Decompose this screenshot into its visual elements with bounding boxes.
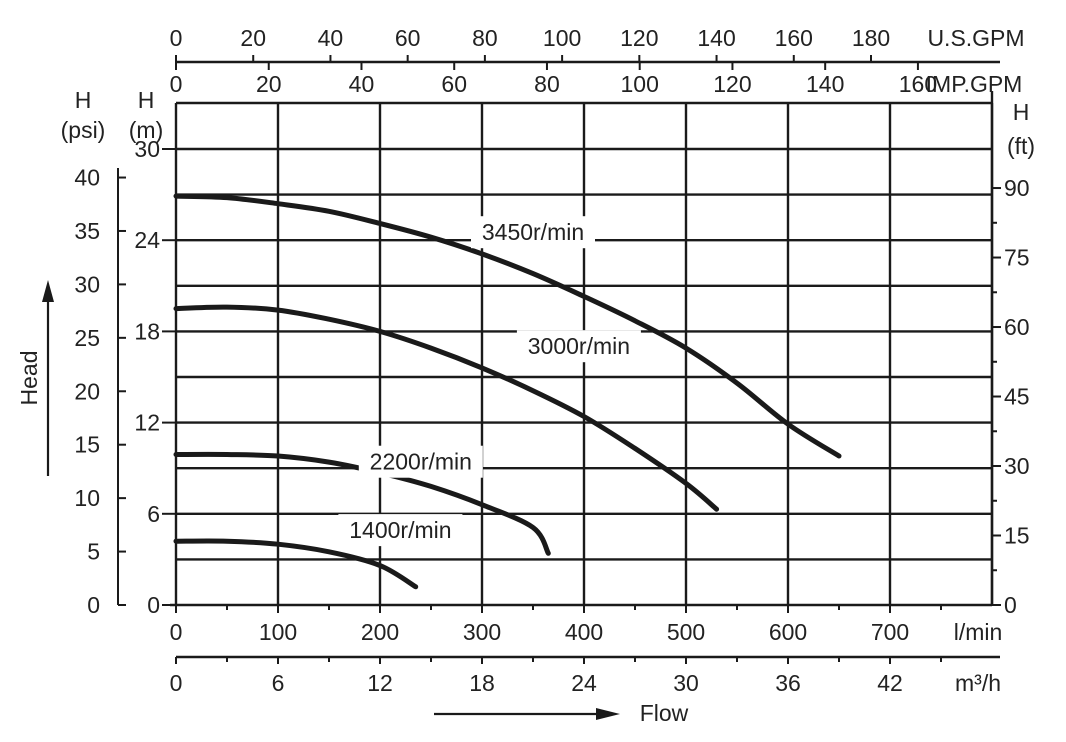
y-tick-label-psi: 0 bbox=[87, 592, 100, 618]
x-tick-label-impgpm: 100 bbox=[621, 71, 659, 97]
y-tick-label-ft: 75 bbox=[1004, 245, 1030, 271]
x-tick-label-m3h: 6 bbox=[272, 670, 285, 696]
y-tick-label-psi: 40 bbox=[74, 165, 100, 191]
curve-label-background bbox=[358, 445, 483, 478]
y-tick-label-ft: 30 bbox=[1004, 453, 1030, 479]
series-line bbox=[173, 538, 419, 590]
x-tick-label-impgpm: 0 bbox=[170, 71, 183, 97]
y-tick-label-m: 30 bbox=[134, 136, 160, 162]
y-tick-label-ft: 45 bbox=[1004, 384, 1030, 410]
x-tick-label-impgpm: 80 bbox=[534, 71, 560, 97]
x-tick-label-lmin: 0 bbox=[170, 619, 183, 645]
y-axis-label-psi: H bbox=[75, 87, 92, 113]
x-tick-label-impgpm: 60 bbox=[441, 71, 467, 97]
x-tick-label-usgpm: 40 bbox=[318, 25, 344, 51]
y-tick-label-psi: 15 bbox=[74, 432, 100, 458]
y-tick-label-ft: 0 bbox=[1004, 592, 1017, 618]
y-tick-label-m: 0 bbox=[147, 592, 160, 618]
y-axis-label-m: H bbox=[138, 87, 155, 113]
series-line bbox=[173, 304, 720, 512]
y-tick-label-ft: 60 bbox=[1004, 314, 1030, 340]
flow-label: Flow bbox=[640, 700, 689, 726]
x-tick-label-lmin: 400 bbox=[565, 619, 603, 645]
y-tick-label-ft: 15 bbox=[1004, 523, 1030, 549]
x-tick-label-lmin: 100 bbox=[259, 619, 297, 645]
x-tick-label-m3h: 18 bbox=[469, 670, 495, 696]
series-line bbox=[173, 193, 842, 459]
head-label: Head bbox=[16, 351, 42, 406]
curve-label-background bbox=[471, 216, 595, 249]
curve-label: 2200r/min bbox=[370, 449, 472, 475]
curve-label-background bbox=[338, 514, 463, 547]
x-axis-unit-lmin: l/min bbox=[954, 619, 1003, 645]
x-tick-label-lmin: 500 bbox=[667, 619, 705, 645]
y-tick-label-psi: 20 bbox=[74, 378, 100, 404]
y-tick-label-m: 24 bbox=[134, 227, 160, 253]
y-tick-label-psi: 25 bbox=[74, 325, 100, 351]
x-tick-label-m3h: 0 bbox=[170, 670, 183, 696]
flow-arrow-icon bbox=[596, 708, 620, 720]
y-tick-label-m: 18 bbox=[134, 318, 160, 344]
y-tick-label-psi: 30 bbox=[74, 271, 100, 297]
x-tick-label-m3h: 12 bbox=[367, 670, 393, 696]
y-tick-label-m: 12 bbox=[134, 410, 160, 436]
x-tick-label-usgpm: 20 bbox=[240, 25, 266, 51]
y-tick-label-ft: 90 bbox=[1004, 175, 1030, 201]
x-tick-label-m3h: 42 bbox=[877, 670, 903, 696]
x-tick-label-m3h: 24 bbox=[571, 670, 597, 696]
x-tick-label-impgpm: 40 bbox=[349, 71, 375, 97]
x-axis-unit-usgpm: U.S.GPM bbox=[927, 25, 1024, 51]
curve-label: 3450r/min bbox=[482, 219, 584, 245]
x-tick-label-usgpm: 120 bbox=[620, 25, 658, 51]
y-tick-label-m: 6 bbox=[147, 501, 160, 527]
x-tick-label-lmin: 200 bbox=[361, 619, 399, 645]
head-arrow-icon bbox=[42, 280, 54, 302]
x-axis-unit-impgpm: IMP.GPM bbox=[926, 71, 1023, 97]
x-tick-label-impgpm: 20 bbox=[256, 71, 282, 97]
curve-label: 3000r/min bbox=[528, 333, 630, 359]
x-tick-label-lmin: 700 bbox=[871, 619, 909, 645]
y-tick-label-psi: 5 bbox=[87, 539, 100, 565]
x-tick-label-impgpm: 160 bbox=[899, 71, 937, 97]
y-axis-label-ft: H bbox=[1013, 99, 1030, 125]
x-axis-unit-m3h: m³/h bbox=[955, 670, 1001, 696]
y-tick-label-psi: 10 bbox=[74, 485, 100, 511]
x-tick-label-impgpm: 120 bbox=[713, 71, 751, 97]
x-tick-label-lmin: 300 bbox=[463, 619, 501, 645]
curve-label: 1400r/min bbox=[349, 517, 451, 543]
x-tick-label-m3h: 30 bbox=[673, 670, 699, 696]
curve-label-background bbox=[516, 330, 641, 363]
x-tick-label-usgpm: 180 bbox=[852, 25, 890, 51]
x-tick-label-usgpm: 80 bbox=[472, 25, 498, 51]
y-axis-unit-ft: (ft) bbox=[1007, 133, 1035, 159]
x-tick-label-m3h: 36 bbox=[775, 670, 801, 696]
y-axis-unit-m: (m) bbox=[129, 117, 163, 143]
x-tick-label-lmin: 600 bbox=[769, 619, 807, 645]
x-tick-label-usgpm: 0 bbox=[170, 25, 183, 51]
y-tick-label-psi: 35 bbox=[74, 218, 100, 244]
x-tick-label-usgpm: 140 bbox=[697, 25, 735, 51]
x-tick-label-usgpm: 100 bbox=[543, 25, 581, 51]
x-tick-label-usgpm: 60 bbox=[395, 25, 421, 51]
y-axis-unit-psi: (psi) bbox=[61, 117, 106, 143]
x-tick-label-impgpm: 140 bbox=[806, 71, 844, 97]
x-tick-label-usgpm: 160 bbox=[775, 25, 813, 51]
